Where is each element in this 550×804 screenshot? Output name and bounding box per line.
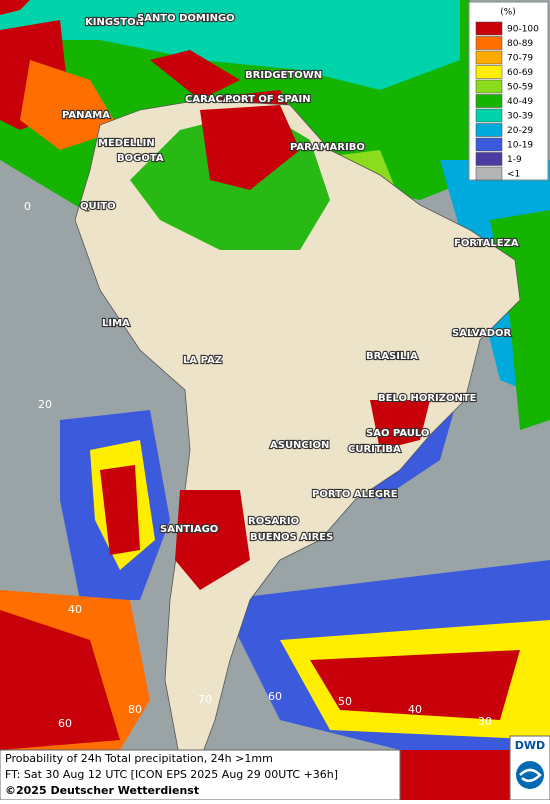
legend-label: 50-59 [507, 83, 533, 93]
legend-swatch [475, 94, 503, 108]
legend-label: 60-69 [507, 68, 533, 78]
legend-swatch [475, 21, 503, 36]
city: ASUNCION [270, 440, 329, 451]
lon-label: 60 [268, 690, 282, 703]
city: CARACAS [185, 94, 238, 105]
city: BOGOTA [117, 153, 164, 164]
precip-land [370, 400, 430, 450]
legend-label: 40-49 [507, 97, 533, 107]
city: KINGSTON [85, 17, 144, 28]
city: QUITO [80, 201, 116, 212]
city: PANAMA [62, 110, 110, 121]
continent [74, 99, 521, 761]
city: BRASILIA [366, 351, 418, 362]
city: BELO HORIZONTE [378, 393, 477, 404]
lon-label: 70 [198, 693, 212, 706]
lat-label: 0 [24, 200, 31, 213]
graticule-labels: 0 20 40 60 80 70 60 50 40 30 80 [24, 200, 492, 730]
city: BUENOS AIRES [250, 532, 333, 543]
legend-title: (%) [500, 8, 516, 18]
legend-label: 20-29 [507, 126, 533, 136]
precip-land [175, 490, 250, 590]
legend-swatch [475, 50, 503, 65]
city: SALVADOR [452, 328, 512, 339]
city: SANTO DOMINGO [137, 13, 235, 24]
lon-label: 80 [128, 703, 142, 716]
city: PORTO ALEGRE [312, 489, 398, 500]
logo-mark [516, 761, 544, 789]
city: PORT OF SPAIN [225, 94, 311, 105]
lat-label: 40 [68, 603, 82, 616]
city: BRIDGETOWN [245, 70, 322, 81]
city: MEDELLIN [98, 138, 155, 149]
city: LIMA [102, 318, 130, 329]
legend-swatch [475, 79, 503, 94]
legend-swatch [475, 166, 503, 181]
lon-label: 50 [338, 695, 352, 708]
city: ROSARIO [248, 516, 299, 527]
footer-line: Probability of 24h Total precipitation, … [5, 752, 273, 765]
lon-label: 30 [478, 715, 492, 728]
legend-label: 30-39 [507, 112, 533, 122]
legend-swatch [475, 137, 503, 152]
precip-land [200, 105, 300, 190]
legend-label: 90-100 [507, 25, 539, 35]
logo: DWD [515, 739, 545, 752]
city: CURITIBA [348, 444, 401, 455]
city: PARAMARIBO [290, 142, 365, 153]
footer-line: ©2025 Deutscher Wetterdienst [5, 784, 199, 797]
legend-label: 70-79 [507, 54, 533, 64]
legend-label: <1 [507, 170, 520, 180]
logo-swirl [519, 768, 542, 783]
legend-swatch [475, 108, 503, 123]
legend-swatch [475, 152, 503, 166]
city: FORTALEZA [454, 238, 519, 249]
legend: (%) 90-100 80-89 70-79 60-69 50-59 40-49 30-39… [468, 1, 549, 181]
legend-label: 1-9 [507, 155, 522, 165]
lon-label: 40 [408, 703, 422, 716]
lat-label: 60 [58, 717, 72, 730]
precip-land [0, 0, 30, 15]
city: LA PAZ [183, 355, 222, 366]
city-labels: KINGSTON SANTO DOMINGO BRIDGETOWN CARACA… [61, 12, 520, 544]
legend-label: 10-19 [507, 141, 533, 151]
legend-swatch [475, 65, 503, 79]
legend-label: 80-89 [507, 39, 533, 49]
footer: Probability of 24h Total precipitation, … [0, 735, 550, 801]
legend-items: 90-100 80-89 70-79 60-69 50-59 40-49 30-39 20-2… [475, 21, 539, 181]
lat-label: 20 [38, 398, 52, 411]
legend-swatch [475, 123, 503, 137]
city: SANTIAGO [160, 524, 218, 535]
legend-swatch [475, 36, 503, 50]
city: SAO PAULO [366, 428, 429, 439]
footer-box [0, 749, 401, 801]
footer-line: FT: Sat 30 Aug 12 UTC [ICON EPS 2025 Aug… [5, 768, 338, 781]
